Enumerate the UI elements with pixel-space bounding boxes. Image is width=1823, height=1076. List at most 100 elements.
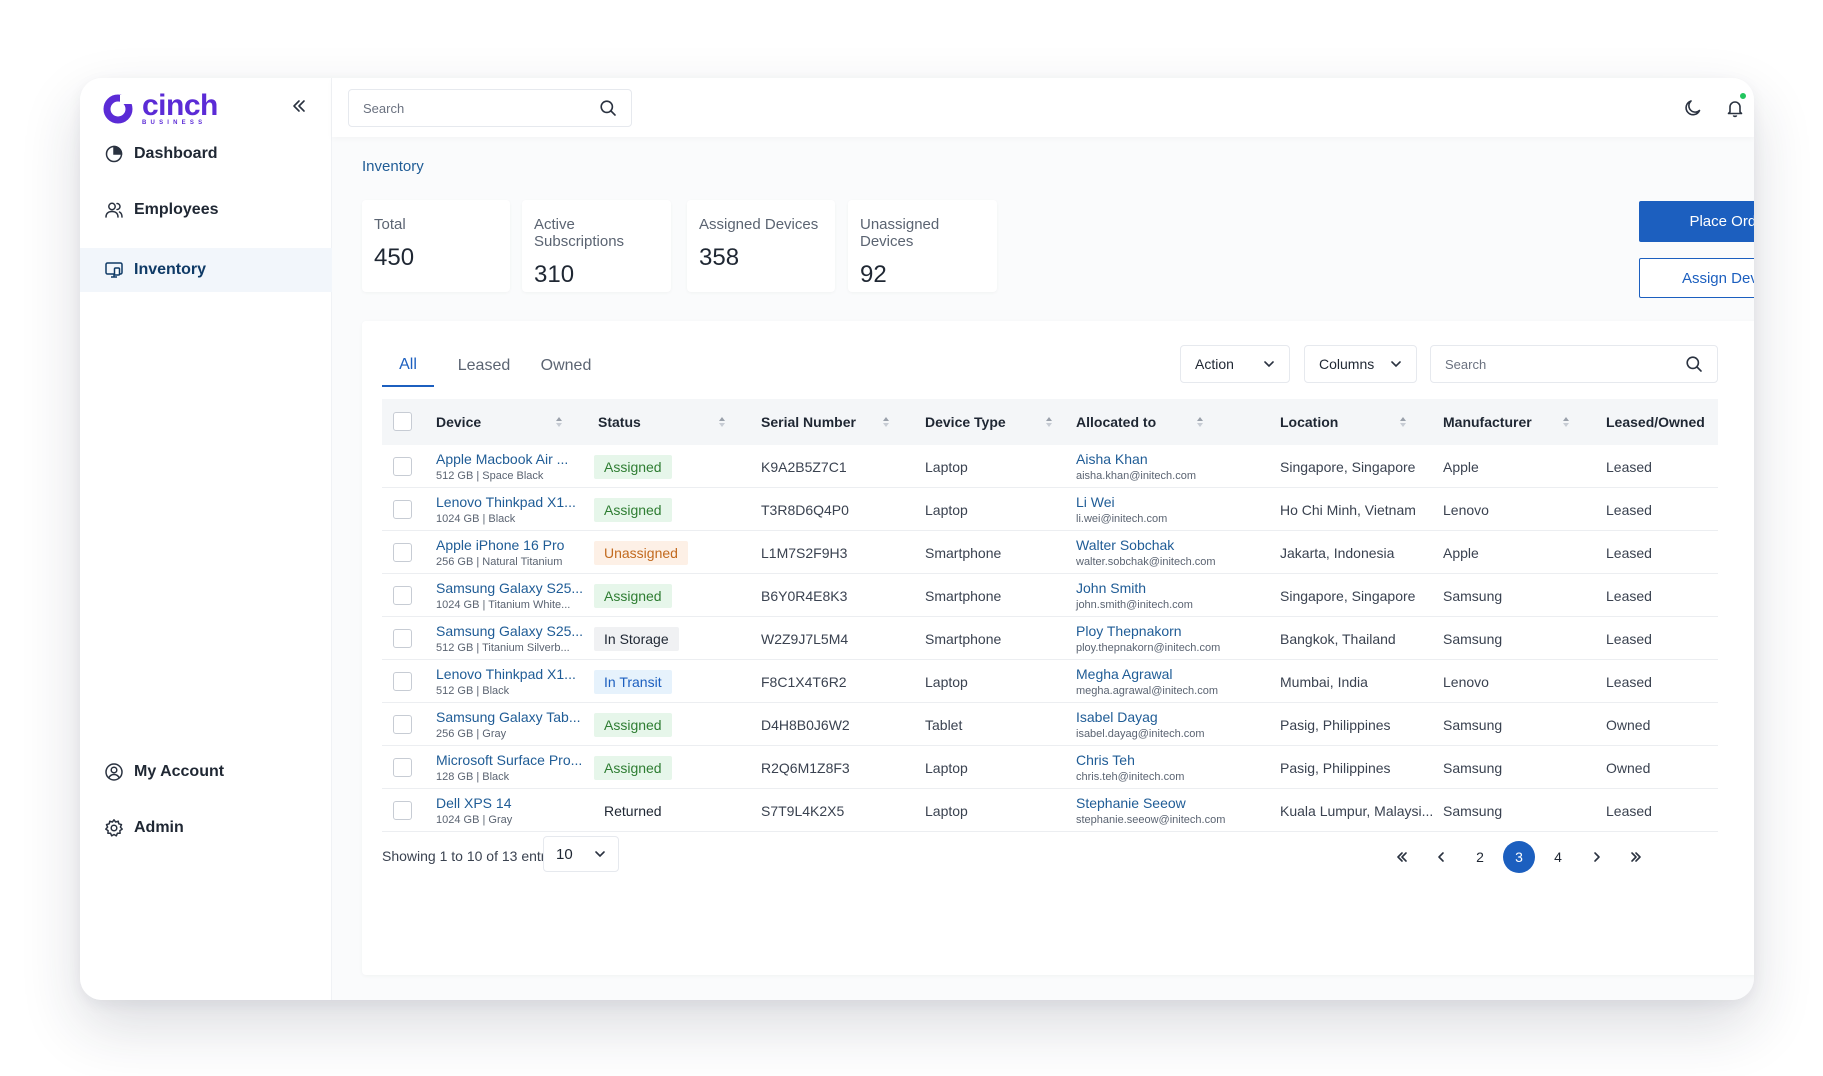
- allocated-cell: John Smith john.smith@initech.com: [1076, 574, 1193, 617]
- device-type: Laptop: [925, 673, 968, 690]
- column-header[interactable]: Leased/Owned: [1606, 414, 1705, 430]
- device-cell: Microsoft Surface Pro... 128 GB | Black: [436, 746, 582, 789]
- column-header[interactable]: Allocated to: [1076, 414, 1157, 430]
- serial-number: D4H8B0J6W2: [761, 716, 850, 733]
- search-icon[interactable]: [1685, 355, 1703, 373]
- first-page-button[interactable]: [1386, 841, 1418, 873]
- allocated-name-link[interactable]: Walter Sobchak: [1076, 537, 1175, 553]
- sort-icon[interactable]: [1398, 414, 1408, 430]
- manufacturer: Lenovo: [1443, 501, 1489, 518]
- sidebar-item-my-account[interactable]: My Account: [80, 750, 332, 794]
- row-checkbox[interactable]: [393, 629, 412, 648]
- device-name-link[interactable]: Samsung Galaxy S25...: [436, 623, 584, 639]
- device-type: Laptop: [925, 802, 968, 819]
- sidebar-item-dashboard[interactable]: Dashboard: [80, 132, 332, 176]
- device-type-cell: Smartphone: [925, 531, 1001, 574]
- sidebar-item-inventory[interactable]: Inventory: [80, 248, 332, 292]
- column-header[interactable]: Status: [598, 414, 641, 430]
- row-checkbox[interactable]: [393, 500, 412, 519]
- status-cell: Assigned: [594, 445, 672, 488]
- status-cell: Unassigned: [594, 531, 688, 574]
- sidebar-item-admin[interactable]: Admin: [80, 806, 332, 850]
- page-button-2[interactable]: 2: [1476, 849, 1484, 865]
- allocated-name-link[interactable]: Isabel Dayag: [1076, 709, 1158, 725]
- last-page-button[interactable]: [1620, 841, 1652, 873]
- allocated-name-link[interactable]: Megha Agrawal: [1076, 666, 1173, 682]
- table-row[interactable]: Samsung Galaxy Tab... 256 GB | Gray Assign…: [382, 703, 1718, 746]
- page-button-4[interactable]: 4: [1554, 849, 1562, 865]
- brand-logo[interactable]: cinch BUSINESS: [102, 90, 218, 128]
- sort-icon[interactable]: [717, 414, 727, 430]
- row-checkbox[interactable]: [393, 672, 412, 691]
- row-checkbox[interactable]: [393, 715, 412, 734]
- table-row[interactable]: Microsoft Surface Pro... 128 GB | Black As…: [382, 746, 1718, 789]
- sidebar-item-label: Dashboard: [134, 145, 218, 162]
- column-header[interactable]: Serial Number: [761, 414, 856, 430]
- table-search-input[interactable]: [1445, 356, 1685, 372]
- table-row[interactable]: Samsung Galaxy S25... 1024 GB | Titanium …: [382, 574, 1718, 617]
- manufacturer: Apple: [1443, 458, 1479, 475]
- columns-dropdown[interactable]: Columns: [1304, 345, 1417, 383]
- row-checkbox[interactable]: [393, 758, 412, 777]
- column-header[interactable]: Device Type: [925, 414, 1006, 430]
- breadcrumb[interactable]: Inventory: [362, 158, 424, 175]
- device-name-link[interactable]: Lenovo Thinkpad X1...: [436, 666, 576, 682]
- location-cell: Singapore, Singapore: [1280, 574, 1415, 617]
- allocated-name-link[interactable]: Aisha Khan: [1076, 451, 1148, 467]
- table-row[interactable]: Apple Macbook Air ... 512 GB | Space Blac…: [382, 445, 1718, 488]
- select-all-checkbox[interactable]: [393, 412, 412, 431]
- row-checkbox[interactable]: [393, 457, 412, 476]
- column-header[interactable]: Manufacturer: [1443, 414, 1532, 430]
- table-row[interactable]: Lenovo Thinkpad X1... 1024 GB | Black Assi…: [382, 488, 1718, 531]
- allocated-cell: Aisha Khan aisha.khan@initech.com: [1076, 445, 1196, 488]
- previous-page-button[interactable]: [1425, 841, 1457, 873]
- tab-all[interactable]: All: [382, 345, 434, 387]
- place-order-button[interactable]: Place Order: [1639, 201, 1754, 242]
- next-page-button[interactable]: [1581, 841, 1613, 873]
- sort-icon[interactable]: [1561, 414, 1571, 430]
- sort-icon[interactable]: [881, 414, 891, 430]
- serial-cell: R2Q6M1Z8F3: [761, 746, 850, 789]
- collapse-sidebar-button[interactable]: [288, 95, 310, 117]
- device-name-link[interactable]: Lenovo Thinkpad X1...: [436, 494, 576, 510]
- search-icon[interactable]: [599, 99, 617, 117]
- device-name-link[interactable]: Samsung Galaxy S25...: [436, 580, 584, 596]
- sidebar-item-employees[interactable]: Employees: [80, 188, 332, 232]
- table-row[interactable]: Apple iPhone 16 Pro 256 GB | Natural Tita…: [382, 531, 1718, 574]
- column-header[interactable]: Device: [436, 414, 482, 430]
- device-name-link[interactable]: Apple Macbook Air ...: [436, 451, 569, 467]
- allocated-name-link[interactable]: Stephanie Seeow: [1076, 795, 1186, 811]
- allocated-name-link[interactable]: Li Wei: [1076, 494, 1115, 510]
- sort-icon[interactable]: [1195, 414, 1205, 430]
- table-row[interactable]: Dell XPS 14 1024 GB | Gray Returned S7T9L4K…: [382, 789, 1718, 832]
- device-name-link[interactable]: Dell XPS 14: [436, 795, 512, 811]
- dark-mode-toggle[interactable]: [1680, 95, 1706, 121]
- row-checkbox[interactable]: [393, 586, 412, 605]
- device-spec: 128 GB | Black: [436, 771, 510, 783]
- page-button-3[interactable]: 3: [1503, 841, 1535, 873]
- table-row[interactable]: Samsung Galaxy S25... 512 GB | Titanium S…: [382, 617, 1718, 660]
- allocated-name-link[interactable]: John Smith: [1076, 580, 1147, 596]
- table-row[interactable]: Lenovo Thinkpad X1... 512 GB | Black In Tr…: [382, 660, 1718, 703]
- device-cell: Samsung Galaxy S25... 1024 GB | Titanium …: [436, 574, 583, 617]
- device-name-link[interactable]: Microsoft Surface Pro...: [436, 752, 583, 768]
- device-name-link[interactable]: Apple iPhone 16 Pro: [436, 537, 565, 553]
- sort-icon[interactable]: [1044, 414, 1054, 430]
- location: Singapore, Singapore: [1280, 458, 1416, 475]
- device-type-cell: Smartphone: [925, 617, 1001, 660]
- tab-owned[interactable]: Owned: [540, 357, 592, 374]
- allocated-cell: Stephanie Seeow stephanie.seeow@initech.c…: [1076, 789, 1225, 832]
- row-checkbox[interactable]: [393, 801, 412, 820]
- allocated-name-link[interactable]: Chris Teh: [1076, 752, 1135, 768]
- column-header[interactable]: Location: [1280, 414, 1339, 430]
- allocated-name-link[interactable]: Ploy Thepnakorn: [1076, 623, 1182, 639]
- notifications-button[interactable]: [1722, 92, 1748, 121]
- per-page-select[interactable]: 10: [543, 836, 619, 872]
- sort-icon[interactable]: [554, 414, 564, 430]
- device-name-link[interactable]: Samsung Galaxy Tab...: [436, 709, 581, 725]
- row-checkbox[interactable]: [393, 543, 412, 562]
- global-search-input[interactable]: [363, 100, 599, 116]
- action-dropdown[interactable]: Action: [1180, 345, 1290, 383]
- assign-device-button[interactable]: Assign Device: [1639, 258, 1754, 298]
- tab-leased[interactable]: Leased: [457, 357, 511, 374]
